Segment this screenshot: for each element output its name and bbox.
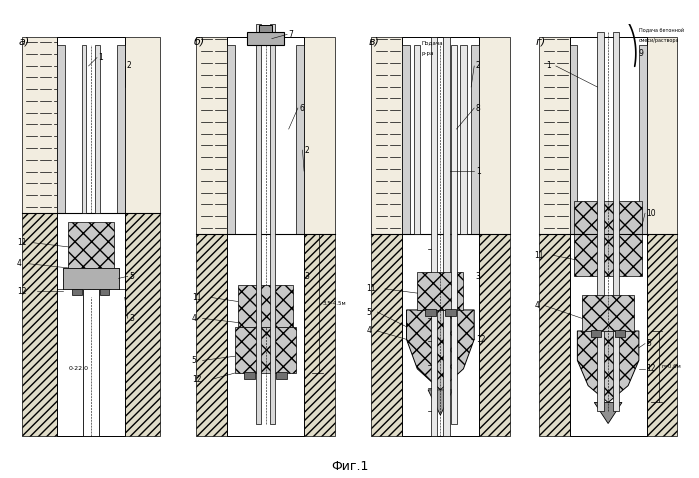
Text: 5: 5 <box>129 272 134 281</box>
Text: Подача: Подача <box>422 40 444 45</box>
Text: г): г) <box>536 36 546 46</box>
Polygon shape <box>428 390 453 415</box>
Bar <box>68 222 114 268</box>
Bar <box>244 372 255 380</box>
Text: б): б) <box>194 36 205 46</box>
Text: 4: 4 <box>192 314 196 323</box>
Polygon shape <box>577 331 639 402</box>
Bar <box>63 268 119 289</box>
Bar <box>415 45 420 234</box>
Bar <box>539 36 677 234</box>
Bar <box>296 45 304 234</box>
Text: 10: 10 <box>647 209 656 217</box>
Bar <box>196 234 335 436</box>
Text: р-ра: р-ра <box>422 51 434 56</box>
Bar <box>227 36 304 436</box>
Text: 3: 3 <box>129 314 134 323</box>
Bar <box>639 45 647 234</box>
Bar <box>417 272 463 310</box>
Bar <box>591 330 601 337</box>
Text: 12: 12 <box>192 375 201 384</box>
Bar <box>57 36 124 436</box>
Text: 3: 3 <box>304 272 309 281</box>
Text: 3.5-4.5м: 3.5-4.5м <box>322 301 346 306</box>
Text: 2: 2 <box>127 62 131 70</box>
Text: 11: 11 <box>534 251 544 260</box>
Text: 11: 11 <box>192 293 201 302</box>
Bar <box>402 36 479 436</box>
Bar <box>451 45 456 424</box>
Bar <box>57 45 65 213</box>
Text: 5: 5 <box>192 356 196 365</box>
Bar <box>539 234 677 436</box>
Bar <box>371 36 510 234</box>
Text: смеси/раствора: смеси/раствора <box>639 38 679 43</box>
Bar <box>96 45 100 213</box>
Bar <box>402 45 410 234</box>
Bar <box>431 36 438 436</box>
Bar <box>83 289 99 436</box>
Bar <box>117 45 124 213</box>
Text: 3: 3 <box>476 272 481 281</box>
Bar <box>82 45 86 213</box>
Bar <box>238 285 294 327</box>
Text: в): в) <box>368 36 379 46</box>
Bar <box>235 327 296 373</box>
Text: 12: 12 <box>476 335 485 344</box>
Text: 7: 7 <box>289 30 294 39</box>
Bar <box>471 45 479 234</box>
Bar <box>461 45 466 234</box>
Text: 1: 1 <box>476 167 480 175</box>
Text: Подача бетонной: Подача бетонной <box>639 28 684 33</box>
Text: 12: 12 <box>647 364 656 373</box>
Text: 2: 2 <box>304 146 309 154</box>
Text: 9: 9 <box>639 49 644 58</box>
Bar <box>73 289 82 295</box>
Text: 4: 4 <box>366 326 371 336</box>
Bar <box>259 25 272 33</box>
Text: 8: 8 <box>476 104 480 112</box>
Text: r=0.6м: r=0.6м <box>662 364 682 369</box>
Bar <box>582 295 634 331</box>
Bar <box>257 24 261 424</box>
Bar <box>570 45 577 234</box>
Text: 5: 5 <box>647 339 651 348</box>
Bar <box>276 372 287 380</box>
Text: 4: 4 <box>17 259 22 268</box>
Bar <box>22 213 160 436</box>
Bar <box>227 45 235 234</box>
Text: 4: 4 <box>534 301 539 310</box>
Bar <box>615 330 625 337</box>
Bar <box>570 36 647 436</box>
Text: 11: 11 <box>17 238 27 247</box>
Bar <box>371 234 510 436</box>
Text: 12: 12 <box>17 286 27 295</box>
Polygon shape <box>407 310 474 390</box>
Bar <box>445 309 456 316</box>
Polygon shape <box>594 402 622 424</box>
Text: 1: 1 <box>99 53 103 62</box>
Text: 11: 11 <box>366 284 376 293</box>
Bar <box>196 36 335 234</box>
Text: 0-22.0: 0-22.0 <box>69 366 89 371</box>
Bar <box>575 201 642 276</box>
Bar <box>63 268 119 289</box>
Text: Фиг.1: Фиг.1 <box>331 460 368 473</box>
Bar <box>598 33 603 411</box>
Bar <box>443 36 449 436</box>
Text: 2: 2 <box>476 62 480 70</box>
Bar <box>425 309 435 316</box>
Bar <box>247 33 284 45</box>
Bar <box>271 24 275 424</box>
Text: а): а) <box>19 36 30 46</box>
Text: 6: 6 <box>299 104 304 112</box>
Text: 1: 1 <box>547 62 552 70</box>
Bar <box>65 45 117 213</box>
Text: 5: 5 <box>366 307 371 316</box>
Bar <box>22 36 160 213</box>
Bar <box>100 289 109 295</box>
Bar <box>613 33 619 411</box>
